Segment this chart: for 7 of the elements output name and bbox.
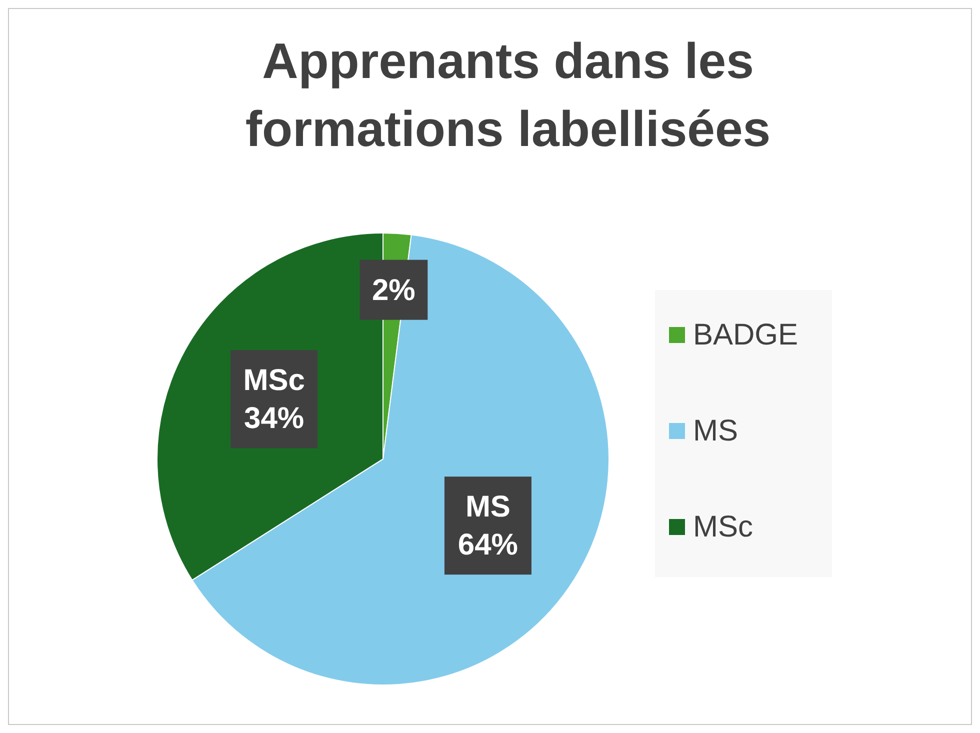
legend-label: MSc xyxy=(693,510,753,544)
data-label: 2% xyxy=(372,273,416,306)
data-label: MS 64% xyxy=(458,490,518,562)
chart-title: Apprenants dans les formations labellisées xyxy=(245,33,771,157)
legend-label: BADGE xyxy=(693,318,798,352)
data-label: MSc 34% xyxy=(243,364,305,435)
legend-label: MS xyxy=(693,414,738,448)
